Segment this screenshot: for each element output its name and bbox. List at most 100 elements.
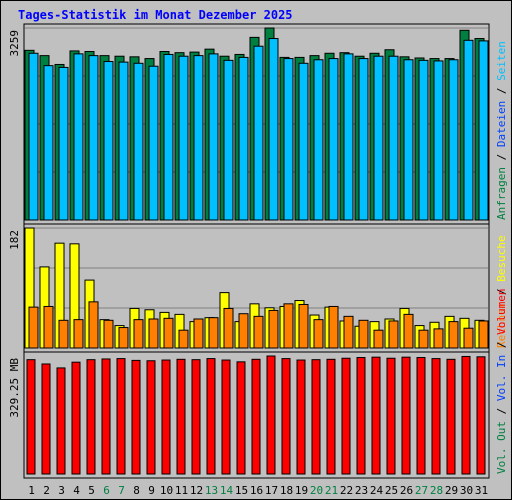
bar-volumen-22 <box>341 357 351 475</box>
x-tick-label: 16 <box>250 484 263 497</box>
legend-item: / <box>495 81 508 101</box>
bar-volumen-14 <box>221 359 231 475</box>
bar-rechner-22 <box>343 315 354 349</box>
bar-rechner-25 <box>388 320 399 349</box>
bar-volumen-27 <box>416 357 426 475</box>
bar-volumen-16 <box>251 358 261 475</box>
legend-item: Seiten <box>495 41 508 81</box>
x-tick-label: 13 <box>205 484 218 497</box>
x-tick-label: 3 <box>58 484 65 497</box>
bar-seiten-12 <box>193 55 204 221</box>
bar-seiten-5 <box>88 55 99 221</box>
bar-rechner-11 <box>178 329 189 349</box>
x-tick-label: 9 <box>148 484 155 497</box>
bar-rechner-20 <box>313 319 324 349</box>
legend-item: Rechner <box>495 301 508 348</box>
bar-seiten-31 <box>478 40 489 221</box>
bar-volumen-19 <box>296 359 306 475</box>
bar-volumen-2 <box>41 363 51 475</box>
legend-item: / <box>495 401 508 421</box>
bar-seiten-29 <box>448 59 459 221</box>
x-tick-label: 25 <box>385 484 398 497</box>
bar-volumen-21 <box>326 358 336 475</box>
bar-volumen-18 <box>281 358 291 475</box>
bar-seiten-25 <box>388 55 399 221</box>
x-tick-label: 18 <box>280 484 293 497</box>
bar-rechner-8 <box>133 319 144 349</box>
x-tick-label: 23 <box>355 484 368 497</box>
bar-rechner-30 <box>463 327 474 349</box>
bar-volumen-12 <box>191 359 201 475</box>
bar-seiten-28 <box>433 60 444 221</box>
legend-item: / <box>495 147 508 167</box>
bar-volumen-7 <box>116 358 126 475</box>
bar-seiten-24 <box>373 55 384 221</box>
bar-seiten-15 <box>238 56 249 221</box>
bar-seiten-19 <box>298 62 309 221</box>
x-tick-label: 8 <box>133 484 140 497</box>
legend-item: Volumen <box>495 289 508 335</box>
bar-volumen-24 <box>371 356 381 475</box>
bar-seiten-17 <box>268 38 279 221</box>
bar-volumen-8 <box>131 359 141 475</box>
x-tick-label: 17 <box>265 484 278 497</box>
bar-rechner-13 <box>208 317 219 349</box>
bar-volumen-25 <box>386 357 396 475</box>
bar-seiten-8 <box>133 62 144 221</box>
bar-seiten-20 <box>313 59 324 221</box>
bar-volumen-3 <box>56 367 66 475</box>
bar-rechner-23 <box>358 319 369 349</box>
legend: Vol. Out / Vol. In / Volumen <box>495 289 508 474</box>
bar-seiten-21 <box>328 58 339 221</box>
bar-seiten-7 <box>118 61 129 221</box>
legend-item: Vol. Out <box>495 421 508 474</box>
bar-volumen-5 <box>86 359 96 475</box>
bar-rechner-19 <box>298 303 309 349</box>
bar-rechner-18 <box>283 303 294 349</box>
legend-item: Anfragen <box>495 167 508 220</box>
bar-rechner-10 <box>163 317 174 349</box>
bar-seiten-6 <box>103 61 114 221</box>
bar-rechner-17 <box>268 309 279 349</box>
bar-seiten-13 <box>208 53 219 221</box>
bar-seiten-18 <box>283 58 294 221</box>
bar-rechner-12 <box>193 318 204 349</box>
x-tick-label: 20 <box>310 484 323 497</box>
x-tick-label: 28 <box>430 484 443 497</box>
bar-volumen-29 <box>446 358 456 475</box>
bar-volumen-10 <box>161 359 171 475</box>
bar-volumen-26 <box>401 356 411 475</box>
bar-volumen-31 <box>476 356 486 475</box>
legend: Rechner / Besuche <box>495 235 508 348</box>
bar-rechner-26 <box>403 313 414 349</box>
bar-seiten-23 <box>358 58 369 221</box>
bar-seiten-1 <box>28 52 39 221</box>
bar-volumen-9 <box>146 360 156 475</box>
bar-seiten-14 <box>223 59 234 221</box>
bar-rechner-15 <box>238 313 249 349</box>
x-tick-label: 30 <box>460 484 473 497</box>
x-tick-label: 15 <box>235 484 248 497</box>
bar-seiten-16 <box>253 45 264 221</box>
bar-volumen-15 <box>236 361 246 475</box>
bar-seiten-26 <box>403 59 414 221</box>
bar-seiten-4 <box>73 53 84 221</box>
bar-seiten-30 <box>463 39 474 221</box>
x-tick-label: 10 <box>160 484 173 497</box>
x-tick-label: 29 <box>445 484 458 497</box>
bar-rechner-31 <box>478 320 489 349</box>
bar-rechner-16 <box>253 315 264 349</box>
x-tick-label: 14 <box>220 484 234 497</box>
bar-rechner-24 <box>373 329 384 349</box>
bar-rechner-28 <box>433 328 444 349</box>
bar-volumen-17 <box>266 355 276 475</box>
bar-volumen-6 <box>101 358 111 475</box>
x-tick-label: 24 <box>370 484 384 497</box>
bar-rechner-1 <box>28 306 39 349</box>
legend: Anfragen / Dateien / Seiten <box>495 41 508 220</box>
bar-rechner-29 <box>448 321 459 349</box>
bar-rechner-3 <box>58 319 69 349</box>
x-tick-label: 31 <box>475 484 488 497</box>
y-max-label: 329.25 MB <box>8 358 21 418</box>
bar-seiten-22 <box>343 53 354 221</box>
